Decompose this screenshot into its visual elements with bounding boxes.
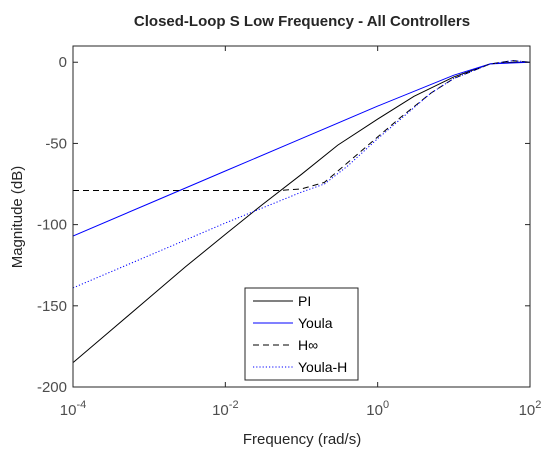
legend-label-2: Youla [298,315,333,331]
y-tick-label: -150 [37,298,67,315]
legend-label-4: Youla-H [298,359,347,375]
x-axis-label: Frequency (rad/s) [243,431,361,448]
y-axis-label: Magnitude (dB) [9,166,26,269]
series-line-3 [73,60,530,191]
series-line-2 [73,61,530,237]
legend-box [244,287,359,381]
x-tick-label: 100 [366,399,389,419]
x-tick-label: 102 [519,399,542,419]
axis-ticks: 10-4 10-2 100 102 0 -50 -100 -150 -200 [37,46,541,419]
series-layer [73,60,530,363]
legend: PI Youla H∞ Youla-H [244,287,359,381]
plot-area-frame [72,45,531,388]
legend-label-3: H∞ [298,337,318,353]
chart-title: Closed-Loop S Low Frequency - All Contro… [134,13,470,30]
y-tick-label: -100 [37,217,67,234]
legend-label-1: PI [298,293,311,309]
y-tick-label: -200 [37,379,67,396]
x-tick-label: 10-2 [212,399,238,419]
x-tick-label: 10-4 [60,399,86,419]
y-tick-label: 0 [59,54,67,71]
y-tick-label: -50 [45,135,67,152]
